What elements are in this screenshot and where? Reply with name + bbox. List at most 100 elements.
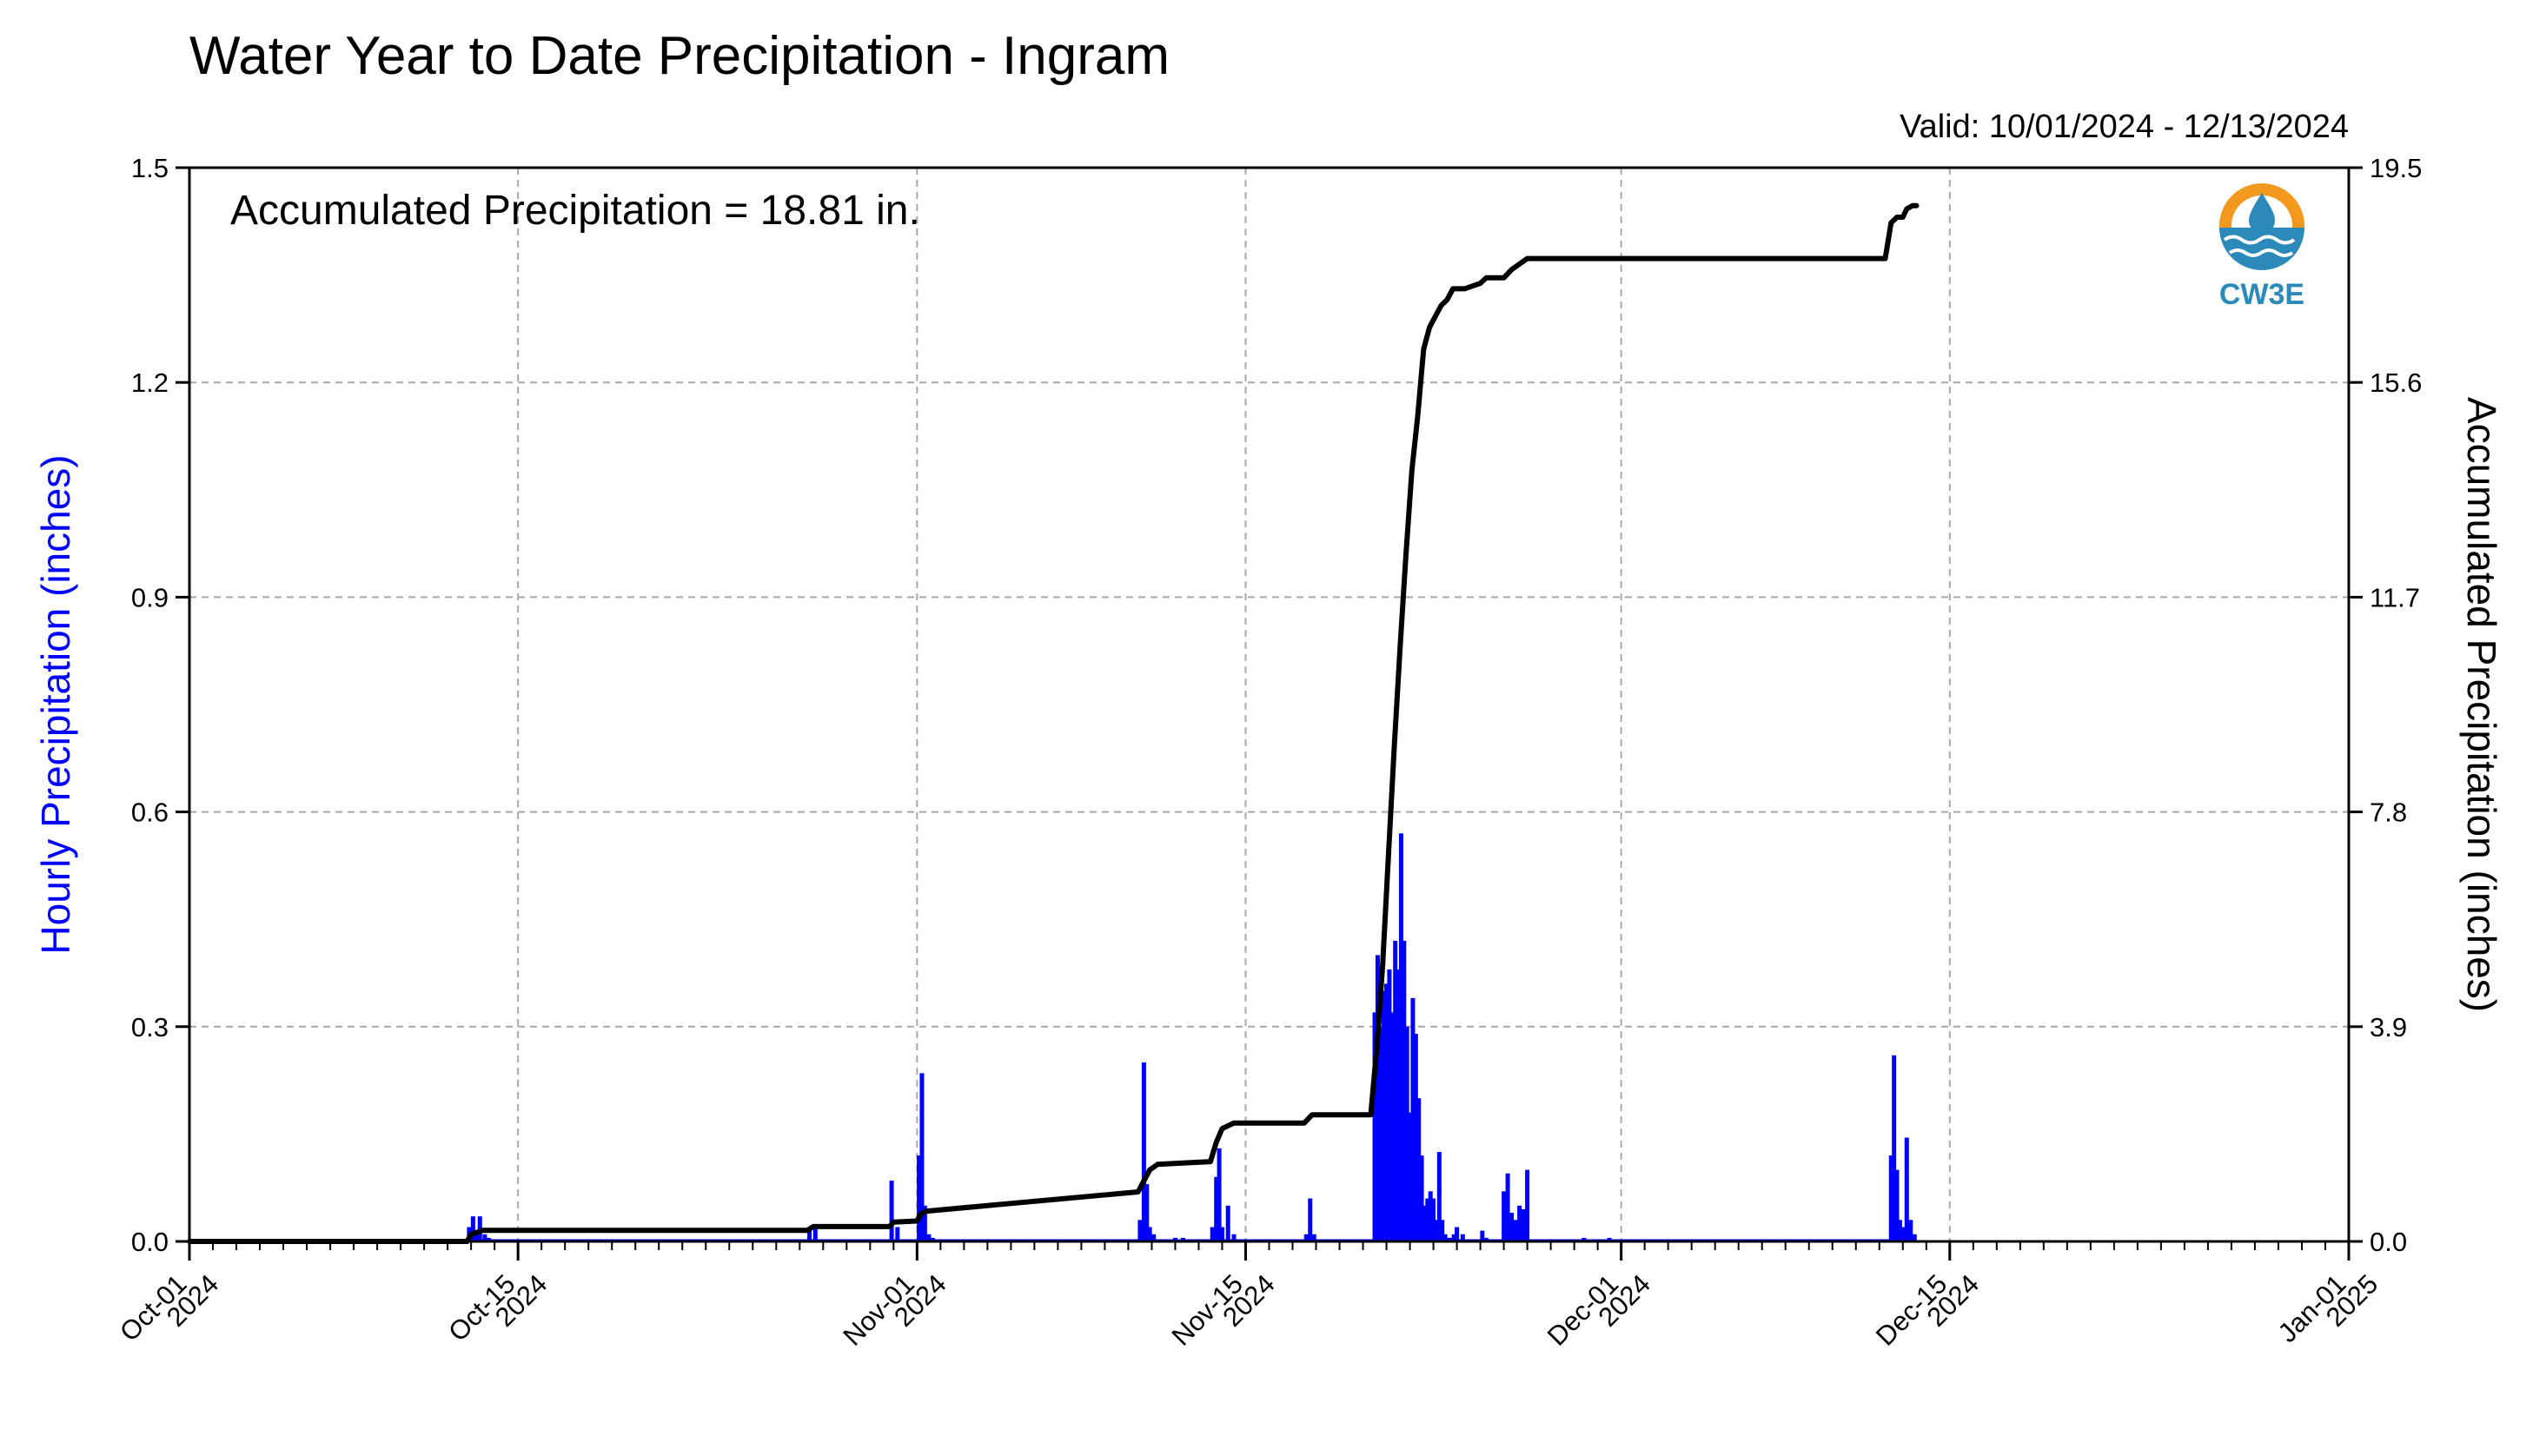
- right-tick-label: 3.9: [2370, 1012, 2407, 1042]
- hourly-bar: [1505, 1173, 1510, 1241]
- hourly-bar: [1147, 1227, 1152, 1241]
- hourly-bar: [1408, 1112, 1413, 1241]
- hourly-bar: [1912, 1234, 1917, 1241]
- annotation-accumulated: Accumulated Precipitation = 18.81 in.: [230, 188, 920, 234]
- hourly-bar: [1436, 1152, 1442, 1241]
- hourly-bar: [1460, 1234, 1465, 1241]
- hourly-bar: [1141, 1062, 1146, 1241]
- right-tick-label: 15.6: [2370, 367, 2422, 398]
- hourly-bar: [470, 1216, 475, 1241]
- hourly-bar: [1372, 1012, 1377, 1241]
- hourly-bar: [1375, 955, 1380, 1241]
- hourly-bar: [889, 1180, 894, 1241]
- hourly-bar: [1908, 1220, 1913, 1241]
- left-tick-label: 0.3: [131, 1012, 169, 1042]
- hourly-bar: [1398, 833, 1403, 1241]
- hourly-bar: [1308, 1198, 1313, 1241]
- hourly-bar: [1422, 1205, 1427, 1241]
- hourly-bar: [474, 1234, 479, 1241]
- hourly-bar: [812, 1227, 818, 1241]
- left-tick-label: 0.9: [131, 582, 169, 612]
- hourly-bar: [926, 1234, 932, 1241]
- left-tick-label: 1.2: [131, 367, 169, 398]
- hourly-bar: [1410, 997, 1416, 1241]
- hourly-bar: [1219, 1227, 1224, 1241]
- chart-title: Water Year to Date Precipitation - Ingra…: [189, 26, 1170, 86]
- valid-range: Valid: 10/01/2024 - 12/13/2024: [1900, 109, 2349, 145]
- hourly-bar: [1480, 1230, 1485, 1241]
- hourly-bar: [1455, 1227, 1460, 1241]
- logo-wave-1: [2223, 235, 2296, 245]
- right-axis-label: Accumulated Precipitation (inches): [2459, 397, 2504, 1012]
- grid-lines: [189, 168, 2349, 1241]
- hourly-bar: [1225, 1205, 1230, 1241]
- hourly-bar: [1897, 1220, 1902, 1241]
- logo-text: CW3E: [2219, 278, 2304, 311]
- accumulated-line: [187, 202, 1920, 1244]
- hourly-bar: [1217, 1148, 1222, 1241]
- left-tick-label: 0.6: [131, 797, 169, 828]
- left-axis-label: Hourly Precipitation (inches): [33, 454, 78, 954]
- hourly-bar: [917, 1155, 922, 1241]
- hourly-bar: [1210, 1227, 1215, 1241]
- hourly-bar: [895, 1227, 900, 1241]
- hourly-bar: [1892, 1055, 1897, 1241]
- hourly-bar: [1517, 1205, 1522, 1241]
- right-axis-ticks: 0.0 3.9 7.8 11.7 15.6 19.5: [2349, 153, 2422, 1257]
- hourly-bar: [1451, 1234, 1456, 1241]
- hourly-bar: [482, 1234, 487, 1241]
- hourly-bar: [1144, 1184, 1150, 1241]
- hourly-bar: [1431, 1198, 1436, 1241]
- hourly-bar: [1389, 1012, 1395, 1241]
- logo-water-band: [2219, 228, 2304, 270]
- left-tick-label: 1.5: [131, 153, 169, 183]
- hourly-bar: [1137, 1220, 1143, 1241]
- plot-frame: [188, 166, 2351, 1243]
- left-axis-ticks: 0.0 0.3 0.6 0.9 1.2 1.5: [131, 153, 189, 1257]
- hourly-bar: [1502, 1191, 1507, 1241]
- hourly-bar: [1894, 1169, 1900, 1241]
- hourly-bar: [1428, 1191, 1433, 1241]
- hourly-bar: [1509, 1213, 1515, 1241]
- left-tick-label: 0.0: [131, 1227, 169, 1257]
- right-tick-label: 7.8: [2370, 797, 2407, 828]
- hourly-bar: [1311, 1234, 1316, 1241]
- water-drop-icon: [2249, 193, 2275, 234]
- hourly-bar: [1900, 1227, 1906, 1241]
- hourly-bar: [1888, 1155, 1893, 1241]
- hourly-bar: [1214, 1176, 1219, 1241]
- hourly-bar: [1434, 1220, 1439, 1241]
- hourly-bar: [1521, 1208, 1526, 1241]
- hourly-bar: [1402, 940, 1407, 1241]
- right-tick-label: 19.5: [2370, 153, 2422, 183]
- hourly-bars: [189, 833, 1917, 1241]
- right-tick-label: 0.0: [2370, 1227, 2407, 1257]
- hourly-bar: [1404, 1026, 1409, 1241]
- cw3e-logo: CW3E: [2219, 183, 2304, 311]
- hourly-bar: [1378, 1026, 1383, 1241]
- hourly-bar: [1442, 1234, 1448, 1241]
- hourly-bar: [919, 1073, 925, 1241]
- hourly-bar: [1396, 969, 1401, 1241]
- hourly-bar: [1413, 1034, 1418, 1241]
- hourly-bar: [922, 1205, 927, 1241]
- hourly-bar: [1425, 1198, 1430, 1241]
- hourly-bar: [1231, 1234, 1237, 1241]
- hourly-bar: [1525, 1169, 1530, 1241]
- hourly-bar: [1387, 969, 1392, 1241]
- hourly-bar: [1151, 1234, 1157, 1241]
- logo-wave-2: [2228, 248, 2294, 257]
- hourly-bar: [807, 1227, 812, 1241]
- hourly-bar: [1440, 1220, 1445, 1241]
- hourly-bar: [1416, 1098, 1422, 1241]
- hourly-bar: [1384, 983, 1389, 1241]
